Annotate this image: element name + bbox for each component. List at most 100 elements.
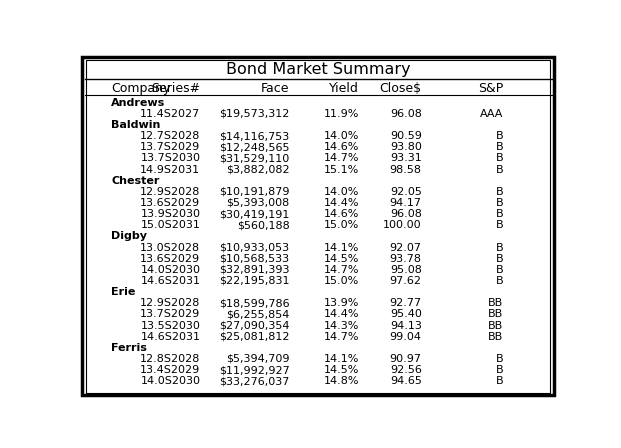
Text: $31,529,110: $31,529,110 (219, 153, 289, 164)
Text: $560,188: $560,188 (237, 220, 289, 230)
Text: 14.5%: 14.5% (324, 365, 359, 375)
Text: BB: BB (488, 332, 504, 342)
Text: 14.6S2031: 14.6S2031 (140, 276, 201, 286)
Text: 14.1%: 14.1% (324, 354, 359, 364)
Text: 14.0S2030: 14.0S2030 (140, 265, 201, 275)
Text: $33,276,037: $33,276,037 (219, 376, 289, 386)
Text: B: B (496, 365, 504, 375)
Text: 13.7S2029: 13.7S2029 (140, 310, 201, 319)
Text: B: B (496, 242, 504, 253)
Text: 14.6S2031: 14.6S2031 (140, 332, 201, 342)
Text: Face: Face (261, 82, 289, 95)
Text: $18,599,786: $18,599,786 (219, 298, 289, 308)
Text: 14.7%: 14.7% (324, 265, 359, 275)
Text: 13.7S2030: 13.7S2030 (140, 153, 201, 164)
Text: BB: BB (488, 298, 504, 308)
Text: $11,992,927: $11,992,927 (219, 365, 289, 375)
Text: 14.9S2031: 14.9S2031 (140, 164, 201, 175)
Text: 13.0S2028: 13.0S2028 (140, 242, 201, 253)
Text: $32,891,393: $32,891,393 (219, 265, 289, 275)
Text: B: B (496, 209, 504, 219)
Text: 96.08: 96.08 (390, 109, 422, 119)
Text: 12.7S2028: 12.7S2028 (140, 131, 201, 141)
Text: BB: BB (488, 320, 504, 331)
Text: Digby: Digby (111, 231, 147, 241)
Text: B: B (496, 131, 504, 141)
Text: 92.56: 92.56 (390, 365, 422, 375)
Text: 90.97: 90.97 (390, 354, 422, 364)
Text: 11.4S2027: 11.4S2027 (140, 109, 201, 119)
Text: 13.6S2029: 13.6S2029 (140, 254, 201, 264)
Text: B: B (496, 376, 504, 386)
Text: 14.4%: 14.4% (324, 310, 359, 319)
Text: $25,081,812: $25,081,812 (219, 332, 289, 342)
Text: $10,568,533: $10,568,533 (219, 254, 289, 264)
Text: 15.0%: 15.0% (324, 220, 359, 230)
Text: $19,573,312: $19,573,312 (219, 109, 289, 119)
Text: BB: BB (488, 310, 504, 319)
Text: 14.1%: 14.1% (324, 242, 359, 253)
Text: 14.3%: 14.3% (324, 320, 359, 331)
Text: Andrews: Andrews (111, 98, 166, 108)
Text: 13.5S2030: 13.5S2030 (140, 320, 201, 331)
Text: Series#: Series# (152, 82, 201, 95)
Text: B: B (496, 276, 504, 286)
Text: $30,419,191: $30,419,191 (219, 209, 289, 219)
Text: 94.13: 94.13 (390, 320, 422, 331)
Text: 90.59: 90.59 (390, 131, 422, 141)
Text: 14.4%: 14.4% (324, 198, 359, 208)
Text: B: B (496, 354, 504, 364)
Text: 13.9S2030: 13.9S2030 (140, 209, 201, 219)
Text: 14.0%: 14.0% (324, 131, 359, 141)
Text: Chester: Chester (111, 176, 160, 185)
Text: Company: Company (111, 82, 171, 95)
Text: 94.17: 94.17 (390, 198, 422, 208)
Text: $5,394,709: $5,394,709 (226, 354, 289, 364)
Text: B: B (496, 220, 504, 230)
Text: $3,882,082: $3,882,082 (226, 164, 289, 175)
Text: 92.07: 92.07 (390, 242, 422, 253)
Text: $5,393,008: $5,393,008 (226, 198, 289, 208)
Text: 14.5%: 14.5% (324, 254, 359, 264)
Text: $10,933,053: $10,933,053 (219, 242, 289, 253)
Text: AAA: AAA (480, 109, 504, 119)
Text: B: B (496, 164, 504, 175)
Text: 14.8%: 14.8% (324, 376, 359, 386)
Text: 95.40: 95.40 (390, 310, 422, 319)
Text: $14,116,753: $14,116,753 (219, 131, 289, 141)
Text: 13.9%: 13.9% (324, 298, 359, 308)
Text: Close$: Close$ (379, 82, 422, 95)
Text: 96.08: 96.08 (390, 209, 422, 219)
Text: 13.6S2029: 13.6S2029 (140, 198, 201, 208)
Text: B: B (496, 265, 504, 275)
Text: 12.9S2028: 12.9S2028 (140, 187, 201, 197)
Text: Ferris: Ferris (111, 343, 147, 353)
Text: 99.04: 99.04 (390, 332, 422, 342)
Text: 94.65: 94.65 (390, 376, 422, 386)
Text: 11.9%: 11.9% (324, 109, 359, 119)
Text: 95.08: 95.08 (390, 265, 422, 275)
Text: Erie: Erie (111, 287, 136, 297)
Text: $22,195,831: $22,195,831 (219, 276, 289, 286)
Text: 97.62: 97.62 (390, 276, 422, 286)
Text: 93.80: 93.80 (390, 142, 422, 152)
Text: $12,248,565: $12,248,565 (219, 142, 289, 152)
Text: B: B (496, 187, 504, 197)
Text: B: B (496, 153, 504, 164)
Text: 14.6%: 14.6% (324, 209, 359, 219)
Text: 93.31: 93.31 (390, 153, 422, 164)
Text: 14.0S2030: 14.0S2030 (140, 376, 201, 386)
Text: 13.7S2029: 13.7S2029 (140, 142, 201, 152)
Text: 15.0%: 15.0% (324, 276, 359, 286)
Text: 15.1%: 15.1% (324, 164, 359, 175)
Text: 13.4S2029: 13.4S2029 (140, 365, 201, 375)
Text: 93.78: 93.78 (390, 254, 422, 264)
Text: 14.7%: 14.7% (324, 332, 359, 342)
Text: 14.0%: 14.0% (324, 187, 359, 197)
Text: 12.9S2028: 12.9S2028 (140, 298, 201, 308)
Text: Baldwin: Baldwin (111, 120, 161, 130)
Text: 15.0S2031: 15.0S2031 (140, 220, 201, 230)
Text: 92.05: 92.05 (390, 187, 422, 197)
Text: $6,255,854: $6,255,854 (226, 310, 289, 319)
Text: 100.00: 100.00 (383, 220, 422, 230)
